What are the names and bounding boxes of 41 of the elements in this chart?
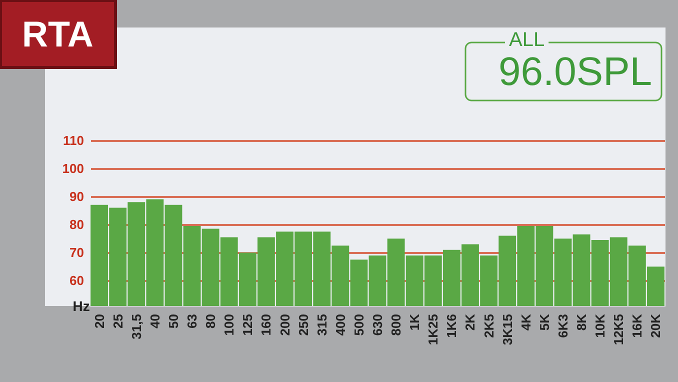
x-tick-label: 1K25 (426, 314, 441, 346)
x-axis-title: Hz (72, 298, 90, 314)
x-tick-label: 4K (518, 313, 534, 331)
y-tick-label: 60 (70, 273, 84, 288)
x-tick-label: 40 (147, 314, 162, 328)
x-tick-label: 80 (203, 314, 218, 328)
x-tick-label: 1K (407, 313, 422, 331)
annotation: ALL (509, 29, 545, 51)
x-tick-label: 500 (351, 314, 366, 336)
y-tick-label: 110 (63, 132, 84, 148)
x-tick-label: 800 (388, 314, 404, 336)
x-tick-label: 63 (184, 314, 200, 328)
x-tick-label: 3K15 (500, 314, 515, 346)
x-tick-label: 100 (222, 314, 237, 336)
x-tick-label: 20 (92, 314, 107, 328)
y-tick-label: 70 (70, 245, 84, 260)
x-tick-label: 50 (166, 314, 181, 328)
x-tick-label: 6K3 (555, 314, 570, 338)
annotation: 96.0SPL (498, 50, 652, 94)
x-tick-label: 31,5 (128, 314, 144, 340)
x-tick-label: 315 (314, 314, 330, 336)
x-tick-label: 16K (630, 313, 645, 338)
y-tick-label: 80 (70, 217, 84, 232)
chart-title: RTA (22, 14, 94, 54)
x-tick-label: 250 (296, 314, 311, 336)
x-tick-label: 400 (332, 314, 348, 336)
x-tick-label: 8K (574, 313, 590, 331)
y-tick-label: 100 (62, 160, 84, 176)
x-tick-label: 2K (462, 313, 478, 331)
x-tick-label: 2K5 (481, 314, 496, 338)
x-tick-label: 630 (370, 314, 385, 336)
x-tick-label: 200 (277, 314, 292, 336)
x-tick-label: 10K (592, 313, 608, 338)
y-tick-label: 90 (70, 188, 84, 204)
x-tick-label: 12K5 (611, 314, 626, 346)
x-tick-label: 125 (240, 314, 256, 336)
x-tick-label: 25 (110, 314, 126, 328)
x-tick-label: 5K (536, 313, 552, 331)
x-tick-label: 160 (258, 314, 274, 336)
x-tick-label: 1K6 (444, 314, 460, 338)
x-tick-label: 20K (648, 313, 664, 338)
